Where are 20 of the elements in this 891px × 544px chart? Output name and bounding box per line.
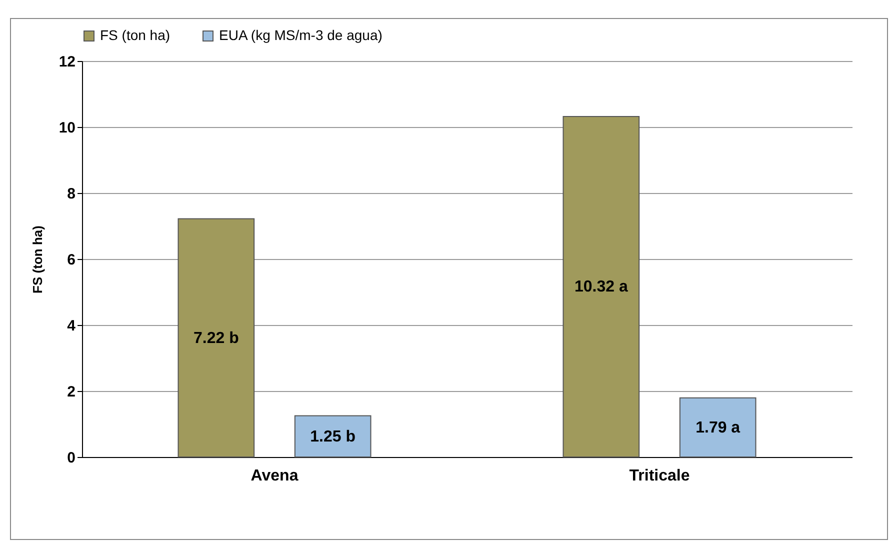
bar	[178, 218, 255, 458]
data-label: 10.32 a	[574, 278, 628, 296]
y-tick-label: 2	[67, 384, 76, 400]
data-label: 7.22 b	[193, 330, 240, 347]
y-tick-label: 12	[58, 54, 76, 70]
y-tick-label: 8	[67, 186, 76, 202]
y-tick-label: 10	[58, 120, 76, 136]
bar	[562, 116, 640, 458]
legend-label: FS (ton ha)	[100, 27, 170, 43]
bar	[294, 415, 372, 458]
y-tick-label: 0	[67, 450, 76, 466]
bar	[679, 397, 756, 458]
y-tick-label: 6	[67, 252, 76, 268]
y-axis-title: FS (ton ha)	[30, 226, 45, 294]
data-label: 1.79 a	[696, 419, 740, 436]
legend-label: EUA (kg MS/m-3 de agua)	[219, 27, 382, 43]
y-tick-label: 4	[67, 318, 76, 334]
x-tick-label: Triticale	[629, 468, 690, 484]
data-label: 1.25 b	[310, 428, 356, 446]
x-tick-label: Avena	[250, 468, 298, 484]
